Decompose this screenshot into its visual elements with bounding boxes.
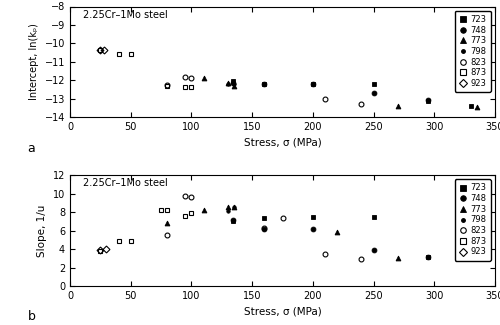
Text: 2.25Cr–1Mo steel: 2.25Cr–1Mo steel: [83, 178, 168, 188]
Y-axis label: Intercept, ln(kₚ): Intercept, ln(kₚ): [29, 23, 39, 100]
Y-axis label: Slope, 1/u: Slope, 1/u: [37, 204, 47, 257]
Legend: 723, 748, 773, 798, 823, 873, 923: 723, 748, 773, 798, 823, 873, 923: [454, 11, 491, 92]
X-axis label: Stress, σ (MPa): Stress, σ (MPa): [244, 138, 322, 148]
Text: b: b: [28, 310, 36, 323]
Text: 2.25Cr–1Mo steel: 2.25Cr–1Mo steel: [83, 10, 168, 20]
Text: a: a: [28, 142, 35, 155]
Legend: 723, 748, 773, 798, 823, 873, 923: 723, 748, 773, 798, 823, 873, 923: [454, 179, 491, 261]
X-axis label: Stress, σ (MPa): Stress, σ (MPa): [244, 306, 322, 317]
